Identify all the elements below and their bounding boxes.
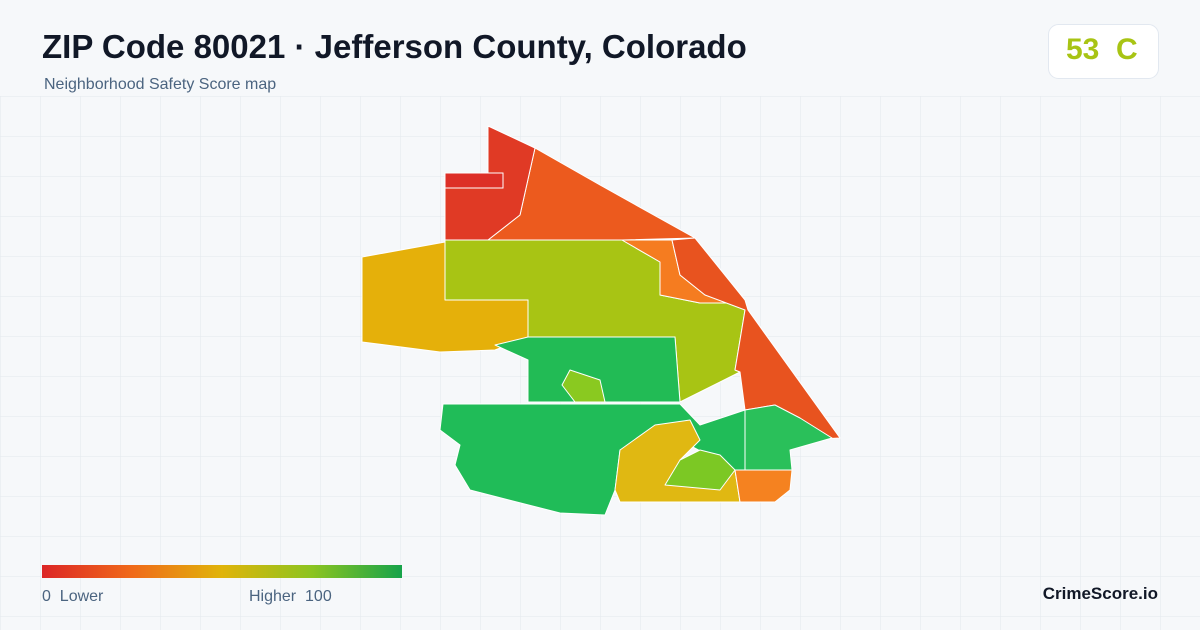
legend-bar [42,565,402,578]
neighborhoods [361,125,841,516]
title: ZIP Code 80021 · Jefferson County, Color… [42,28,747,65]
legend-min-label: Lower [59,588,104,605]
brand: CrimeScore.io [1042,584,1158,603]
legend-low: 0 Lower [42,588,103,606]
legend-min: 0 [42,588,51,605]
area [494,336,681,403]
legend-max-label: Higher [249,588,297,605]
score: 53 C [1066,33,1138,67]
score-value: 53 [1066,33,1100,66]
area [444,172,504,189]
subtitle: Neighborhood Safety Score map [44,76,277,93]
legend-max: 100 [305,588,332,605]
area [561,369,606,403]
score-card [1048,24,1159,79]
score-grade: C [1116,33,1138,66]
area [734,469,793,503]
legend-high: Higher 100 [249,588,332,606]
